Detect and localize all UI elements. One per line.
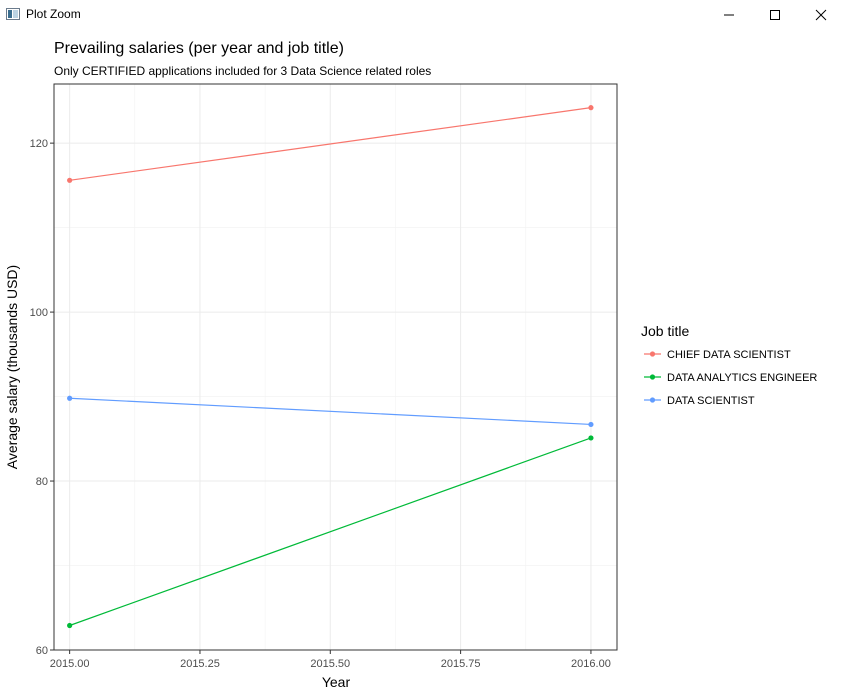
y-axis-label: Average salary (thousands USD) [4,265,20,469]
data-point [67,622,73,629]
data-point [588,435,594,441]
legend: Job title CHIEF DATA SCIENTIST DATA ANALY… [641,323,817,407]
y-tick-label: 80 [36,476,48,488]
axis-ticks: 2015.00 2015.25 2015.50 2015.75 2016.00 60 80 1… [30,138,611,670]
chart-subtitle: Only CERTIFIED applications included for… [54,64,431,78]
series-lines [67,105,594,629]
maximize-icon [770,10,780,20]
data-point [67,177,73,183]
x-tick-label: 2016.00 [571,658,611,670]
legend-key-point [649,351,656,357]
window-titlebar: Plot Zoom [0,0,842,30]
series-line [69,397,591,426]
legend-items: CHIEF DATA SCIENTIST DATA ANALYTICS ENGIN… [644,349,817,407]
x-tick-label: 2015.75 [441,658,481,670]
x-tick-label: 2015.00 [50,658,90,670]
y-tick-label: 60 [36,645,48,657]
plot-panel [54,84,617,650]
minimize-button[interactable] [706,0,752,30]
y-tick-label: 100 [30,307,48,319]
plot-border [53,83,618,651]
legend-label: DATA SCIENTIST [667,395,755,407]
y-tick-label: 120 [30,138,48,150]
x-tick-label: 2015.25 [180,658,220,670]
minimize-icon [724,14,734,16]
legend-label: CHIEF DATA SCIENTIST [667,349,791,361]
legend-key-point [649,374,656,380]
legend-title: Job title [641,323,689,339]
x-tick-label: 2015.50 [310,658,350,670]
close-button[interactable] [798,0,842,30]
close-icon [815,9,827,21]
maximize-button[interactable] [752,0,798,30]
r-plot-icon [6,8,20,20]
data-point [588,421,594,428]
legend-key-point [649,397,656,403]
legend-label: DATA ANALYTICS ENGINEER [667,372,817,384]
data-point [67,395,73,401]
x-axis-label: Year [322,674,351,690]
series-line [69,107,592,181]
series-line [69,437,592,627]
window-title: Plot Zoom [26,7,81,21]
chart-title: Prevailing salaries (per year and job ti… [54,40,344,57]
line-chart: Prevailing salaries (per year and job ti… [4,40,817,690]
data-point [588,105,594,111]
